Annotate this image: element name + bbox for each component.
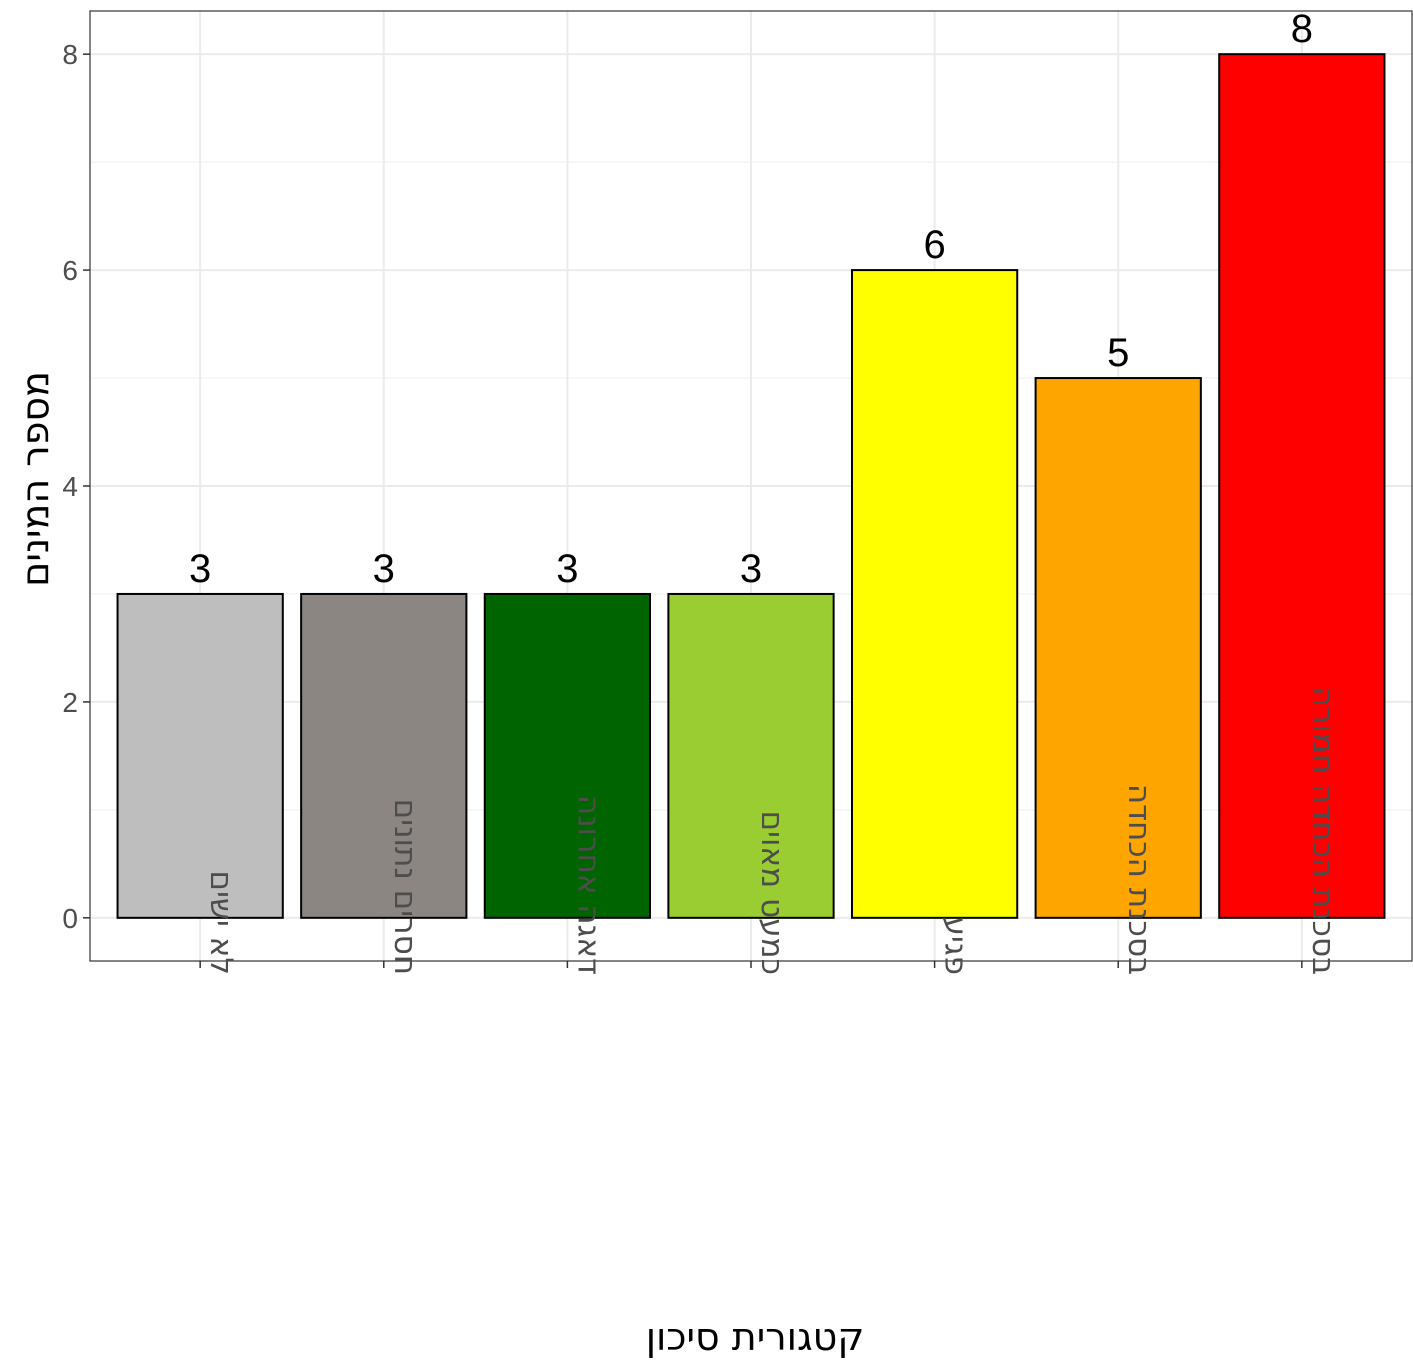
x-tick-label: פגיע	[938, 917, 974, 975]
value-labels: 3 3 3 3 6 5 8	[189, 7, 1313, 591]
x-tick-label: כמעט מאוים	[754, 810, 790, 975]
bar-value-label: 3	[189, 547, 211, 591]
bar	[667, 592, 835, 919]
x-axis-title: קטגורית סיכון	[646, 1315, 865, 1359]
y-axis-ticks: 0 2 4 6 8	[62, 39, 90, 934]
x-tick-label: בסכנת הכחדה חמורה	[1305, 686, 1341, 975]
x-tick-label: לא ישים	[203, 870, 239, 975]
y-axis-title: מספר המינים	[13, 371, 57, 587]
y-tick-label: 8	[62, 39, 78, 70]
bar	[116, 592, 284, 919]
bar-value-label: 8	[1291, 7, 1313, 51]
bar	[850, 269, 1019, 919]
bar	[483, 592, 652, 919]
bar	[1218, 53, 1386, 919]
bars	[116, 53, 1386, 919]
y-tick-label: 6	[62, 255, 78, 286]
y-tick-label: 0	[62, 903, 78, 934]
bar-value-label: 3	[740, 547, 762, 591]
x-tick-label: דאגה אחרונה	[570, 795, 606, 975]
x-axis-ticks: לא ישים חסרים נתונים דאגה אחרונה כמעט מאוים…	[199, 686, 1341, 975]
bar-value-label: 3	[373, 547, 395, 591]
bar-value-label: 6	[923, 223, 945, 267]
bar	[300, 592, 468, 919]
bar-value-label: 5	[1107, 331, 1129, 375]
y-tick-label: 4	[62, 471, 78, 502]
x-tick-label: בסכנת הכחדה	[1121, 784, 1157, 975]
bar-value-label: 3	[556, 547, 578, 591]
y-tick-label: 2	[62, 687, 78, 718]
x-tick-label: חסרים נתונים	[387, 799, 423, 975]
bar	[1034, 377, 1202, 919]
